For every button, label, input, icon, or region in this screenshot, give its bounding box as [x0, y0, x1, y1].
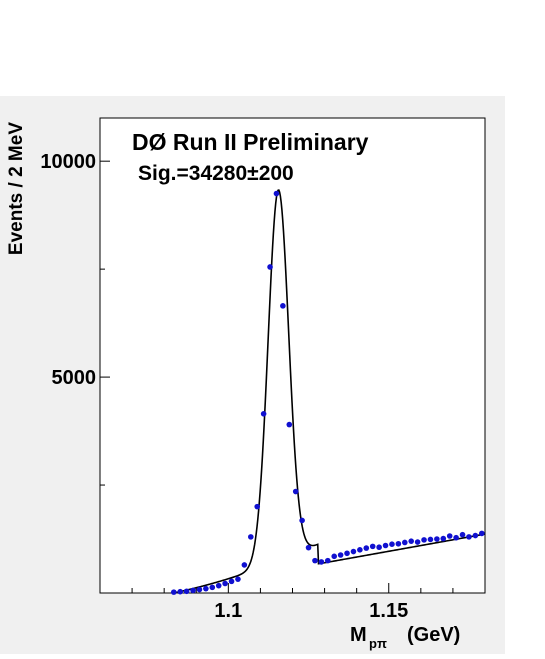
data-point: [427, 536, 434, 543]
data-point: [331, 553, 338, 560]
data-point: [466, 534, 472, 540]
x-axis-label-unit: (GeV): [407, 624, 460, 646]
data-point: [389, 541, 395, 548]
data-point: [344, 550, 350, 557]
x-axis-label-main: M: [350, 624, 367, 646]
data-point: [337, 552, 344, 558]
data-point: [478, 530, 485, 537]
data-point: [395, 540, 402, 547]
data-point: [267, 264, 273, 270]
data-point: [241, 562, 248, 568]
data-point: [472, 532, 479, 539]
x-axis-label-subscript: pπ: [369, 636, 387, 651]
data-point: [228, 578, 235, 585]
data-point: [299, 517, 305, 524]
y-axis-ticks: 5000 10000: [40, 151, 110, 486]
data-point: [324, 557, 331, 564]
data-point: [350, 548, 357, 555]
data-point: [369, 543, 376, 550]
chart-title: DØ Run II Preliminary: [132, 129, 369, 155]
data-point: [209, 584, 216, 591]
y-axis-label: Events / 2 MeV: [6, 122, 27, 255]
y-tick-label: 5000: [52, 367, 97, 389]
data-point: [222, 580, 228, 587]
data-point: [401, 539, 408, 546]
y-tick-label: 10000: [40, 151, 96, 173]
data-point: [170, 589, 177, 595]
data-point: [260, 410, 267, 417]
x-axis-ticks: 1.1 1.15: [99, 583, 486, 622]
data-point: [434, 536, 440, 542]
data-point: [453, 534, 459, 541]
data-point: [177, 588, 184, 595]
data-point: [376, 544, 382, 551]
data-point: [183, 588, 190, 595]
data-point: [247, 534, 254, 540]
significance-annotation: Sig.=34280±200: [138, 162, 294, 185]
data-point: [196, 586, 203, 593]
data-point: [254, 503, 261, 510]
data-point: [408, 538, 415, 544]
data-point: [292, 488, 299, 495]
data-point: [318, 559, 325, 565]
x-axis-label: M pπ (GeV): [350, 624, 460, 651]
x-tick-label: 1.15: [369, 600, 408, 622]
data-point: [280, 303, 286, 309]
data-point: [286, 421, 293, 428]
data-point: [235, 576, 241, 582]
data-point: [273, 190, 280, 197]
data-point: [440, 535, 447, 542]
plot-frame: [99, 117, 486, 594]
data-point: [421, 537, 427, 543]
data-point: [215, 582, 222, 589]
data-point: [305, 544, 312, 551]
data-point: [312, 557, 318, 564]
x-tick-label: 1.1: [214, 600, 242, 622]
data-point: [203, 585, 209, 592]
data-point: [414, 539, 421, 545]
data-point: [382, 542, 389, 549]
data-point: [357, 547, 363, 553]
data-points: [170, 190, 485, 595]
data-point: [190, 587, 196, 594]
data-point: [446, 533, 453, 539]
data-point: [459, 531, 466, 538]
data-point: [363, 545, 370, 551]
